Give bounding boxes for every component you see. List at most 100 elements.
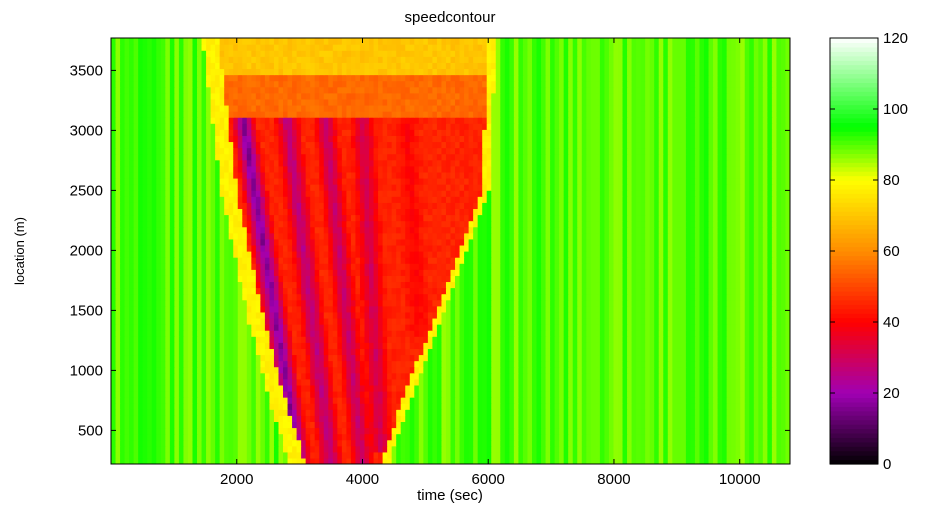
heatmap-cell [622,305,628,313]
heatmap-cell [649,409,655,416]
heatmap-cell [604,263,610,270]
heatmap-cell [133,457,139,464]
heatmap-cell [676,330,682,337]
heatmap-cell [296,421,302,429]
heatmap-cell [142,305,148,313]
heatmap-cell [210,330,216,337]
heatmap-cell [251,354,257,362]
heatmap-cell [550,281,556,289]
heatmap-cell [776,384,782,392]
heatmap-cell [314,409,320,416]
heatmap-cell [215,360,221,368]
heatmap-cell [473,348,479,356]
heatmap-cell [694,305,701,313]
heatmap-cell [699,275,705,283]
heatmap-cell [473,378,479,386]
heatmap-cell [608,293,615,301]
heatmap-cell [436,457,443,464]
heatmap-cell [355,397,361,404]
heatmap-cell [156,445,162,453]
heatmap-cell [328,390,334,398]
heatmap-cell [717,275,723,283]
heatmap-cell [473,445,479,453]
heatmap-cell [432,287,438,295]
heatmap-cell [608,324,615,331]
heatmap-cell [617,433,624,441]
heatmap-cell [572,457,578,464]
heatmap-cell [780,390,787,398]
heatmap-cell [142,311,148,319]
heatmap-cell [111,281,117,289]
heatmap-cell [224,457,230,464]
heatmap-cell [260,378,266,386]
heatmap-cell [685,287,692,295]
heatmap-cell [495,457,501,464]
heatmap-cell [310,354,316,362]
heatmap-cell [142,457,148,464]
heatmap-cell [513,348,519,356]
heatmap-cell [237,439,243,447]
heatmap-cell [409,378,415,386]
heatmap-cell [703,445,710,453]
heatmap-cell [436,403,443,410]
heatmap-cell [545,372,551,380]
heatmap-cell [115,378,121,386]
heatmap-cell [414,311,420,319]
heatmap-cell [400,409,406,416]
heatmap-cell [627,281,633,289]
heatmap-cell [310,390,316,398]
heatmap-cell [369,390,375,398]
heatmap-cell [387,281,393,289]
heatmap-cell [337,330,343,337]
heatmap-cell [599,263,606,270]
heatmap-cell [432,445,438,453]
heatmap-cell [147,421,153,429]
heatmap-cell [120,366,126,374]
heatmap-cell [138,269,144,276]
heatmap-cell [518,317,524,325]
heatmap-cell [369,457,375,464]
heatmap-cell [215,299,221,307]
heatmap-cell [477,311,483,319]
heatmap-cell [522,403,529,410]
heatmap-cell [445,457,452,464]
heatmap-cell [713,263,719,270]
heatmap-cell [708,305,714,313]
heatmap-cell [776,366,782,374]
heatmap-cell [627,324,633,331]
heatmap-cell [400,427,406,435]
heatmap-cell [305,305,311,313]
heatmap-cell [731,360,737,368]
heatmap-cell [491,403,497,410]
heatmap-cell [210,311,216,319]
heatmap-cell [378,433,384,441]
heatmap-cell [477,330,483,337]
heatmap-cell [767,433,773,441]
heatmap-cell [536,457,542,464]
heatmap-cell [287,330,293,337]
heatmap-cell [731,293,737,301]
heatmap-cell [486,299,492,307]
heatmap-cell [187,336,194,343]
heatmap-cell [301,372,307,380]
heatmap-cell [115,360,121,368]
heatmap-cell [115,257,121,264]
heatmap-cell [323,342,329,349]
heatmap-cell [504,317,510,325]
heatmap-cell [111,293,117,301]
heatmap-cell [631,354,637,362]
heatmap-cell [676,287,682,295]
heatmap-cell [500,433,506,441]
heatmap-cell [495,305,501,313]
heatmap-cell [459,360,465,368]
heatmap-cell [713,269,719,276]
heatmap-cell [323,330,329,337]
heatmap-cell [296,445,302,453]
heatmap-cell [599,439,606,447]
heatmap-cell [405,360,411,368]
heatmap-cell [486,445,492,453]
heatmap-cell [776,457,782,464]
heatmap-cell [459,439,465,447]
heatmap-cell [192,427,198,435]
heatmap-cell [504,451,510,459]
